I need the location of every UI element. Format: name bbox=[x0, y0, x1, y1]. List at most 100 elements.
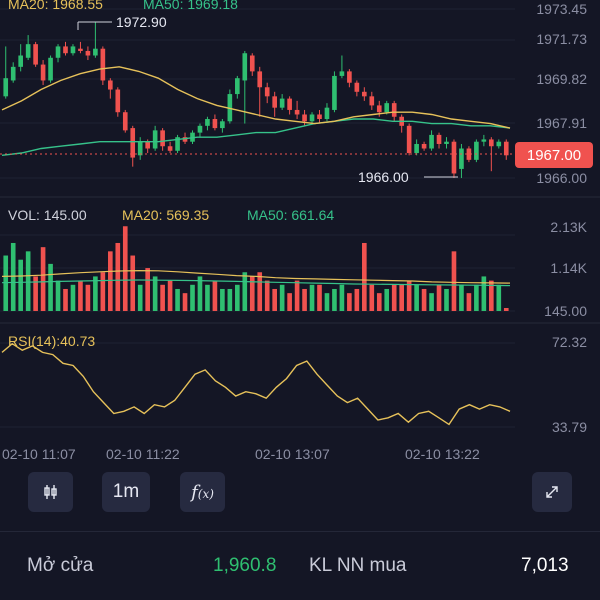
volume-bar bbox=[257, 272, 263, 311]
fullscreen-button[interactable] bbox=[532, 472, 572, 512]
time-axis-label: 02-10 13:07 bbox=[255, 446, 330, 460]
candle bbox=[317, 109, 322, 124]
volume-bar bbox=[287, 293, 292, 311]
volume-bar bbox=[63, 288, 68, 311]
volume-bar bbox=[115, 242, 121, 311]
rsi-header: RSI(14):40.73 bbox=[8, 333, 95, 349]
volume-bar bbox=[429, 293, 434, 311]
candle bbox=[100, 46, 106, 85]
candle bbox=[309, 112, 315, 124]
candle bbox=[78, 41, 83, 54]
volume-bar bbox=[347, 293, 352, 311]
ma20-line bbox=[1, 66, 511, 129]
time-axis-label: 02-10 11:07 bbox=[2, 446, 76, 460]
volume-ma50-header: MA50: 661.64 bbox=[247, 207, 334, 223]
volume-bar bbox=[55, 280, 61, 311]
ma50-line bbox=[1, 118, 511, 156]
candle bbox=[249, 53, 255, 76]
volume-bar bbox=[332, 288, 337, 311]
volume-bar bbox=[459, 284, 464, 311]
volume-bar bbox=[384, 288, 390, 311]
divider bbox=[0, 531, 600, 532]
candle bbox=[235, 75, 240, 99]
candle bbox=[436, 132, 442, 149]
rsi-line bbox=[1, 342, 511, 426]
volume-bar bbox=[18, 259, 23, 311]
volume-bar bbox=[294, 280, 300, 311]
interval-label: 1m bbox=[112, 481, 140, 502]
ma20-header: MA20: 1968.55 bbox=[8, 0, 103, 12]
candle bbox=[474, 139, 479, 163]
volume-bar bbox=[481, 276, 487, 311]
volume-bar bbox=[25, 251, 31, 311]
volume-ma50-line bbox=[1, 279, 511, 287]
price-axis-label: 1966.00 bbox=[536, 170, 587, 186]
candle bbox=[272, 91, 277, 117]
candle bbox=[63, 41, 68, 56]
candle bbox=[257, 66, 263, 117]
volume-bar bbox=[182, 293, 188, 311]
volume-bar bbox=[220, 288, 225, 311]
interval-button[interactable]: 1m bbox=[102, 472, 150, 512]
candlestick-icon bbox=[43, 485, 57, 499]
volume-bar bbox=[444, 288, 449, 311]
function-icon: f(x) bbox=[191, 481, 214, 503]
candle bbox=[332, 71, 337, 113]
candle bbox=[220, 119, 225, 133]
stats-row: Mở cửa 1,960.8 KL NN mua 7,013 bbox=[0, 550, 600, 586]
low-annotation: 1966.00 bbox=[358, 169, 409, 185]
candle bbox=[108, 78, 113, 99]
volume-bar bbox=[324, 293, 330, 311]
volume-bar bbox=[205, 284, 210, 311]
current-price-text: 1967.00 bbox=[527, 147, 581, 164]
chart-area[interactable]: 1973.45 1971.73 1969.82 1967.91 1966.00 … bbox=[0, 0, 600, 460]
indicator-button[interactable]: f(x) bbox=[180, 472, 225, 512]
candle bbox=[212, 114, 218, 131]
volume-axis-label: 145.00 bbox=[544, 303, 587, 319]
open-value: 1,960.8 bbox=[213, 555, 277, 576]
time-axis-label: 02-10 11:22 bbox=[106, 446, 180, 460]
time-axis-label: 02-10 13:22 bbox=[405, 446, 480, 460]
volume-bar bbox=[369, 284, 375, 311]
candle bbox=[137, 137, 143, 160]
foreign-buy-value: 7,013 bbox=[521, 555, 569, 576]
candles bbox=[3, 21, 509, 178]
volume-ma20-line bbox=[1, 269, 511, 284]
volume-bar bbox=[503, 308, 509, 311]
candle bbox=[197, 123, 203, 138]
candle bbox=[55, 44, 61, 63]
candle bbox=[406, 123, 412, 156]
volume-bar bbox=[145, 268, 150, 311]
volume-bar bbox=[354, 288, 360, 311]
candle bbox=[294, 100, 300, 120]
candle bbox=[369, 91, 375, 110]
candle-type-button[interactable] bbox=[28, 472, 73, 512]
volume-bar bbox=[227, 288, 233, 311]
volume-bar bbox=[100, 272, 106, 311]
candle bbox=[481, 134, 487, 147]
ma50-header: MA50: 1969.18 bbox=[143, 0, 238, 12]
volume-bar bbox=[496, 284, 502, 311]
candle bbox=[18, 44, 23, 72]
volume-bar bbox=[489, 280, 494, 311]
volume-bar bbox=[108, 251, 113, 311]
candle bbox=[399, 114, 404, 133]
candle bbox=[115, 87, 121, 117]
candle bbox=[205, 116, 210, 131]
volume-bar bbox=[474, 284, 479, 311]
candle bbox=[362, 87, 367, 101]
candle bbox=[152, 125, 158, 151]
candle bbox=[496, 139, 502, 149]
volume-bar bbox=[93, 276, 98, 311]
open-label: Mở cửa bbox=[27, 555, 94, 576]
volume-bar bbox=[85, 284, 91, 311]
volume-bar bbox=[391, 284, 397, 311]
candle bbox=[93, 21, 98, 58]
volume-bar bbox=[152, 276, 158, 311]
volume-bar bbox=[421, 288, 427, 311]
volume-bar bbox=[160, 284, 165, 311]
candle bbox=[264, 82, 270, 104]
volume-axis-label: 2.13K bbox=[550, 219, 587, 235]
volume-bar bbox=[406, 280, 412, 311]
volume-bar bbox=[279, 284, 285, 311]
